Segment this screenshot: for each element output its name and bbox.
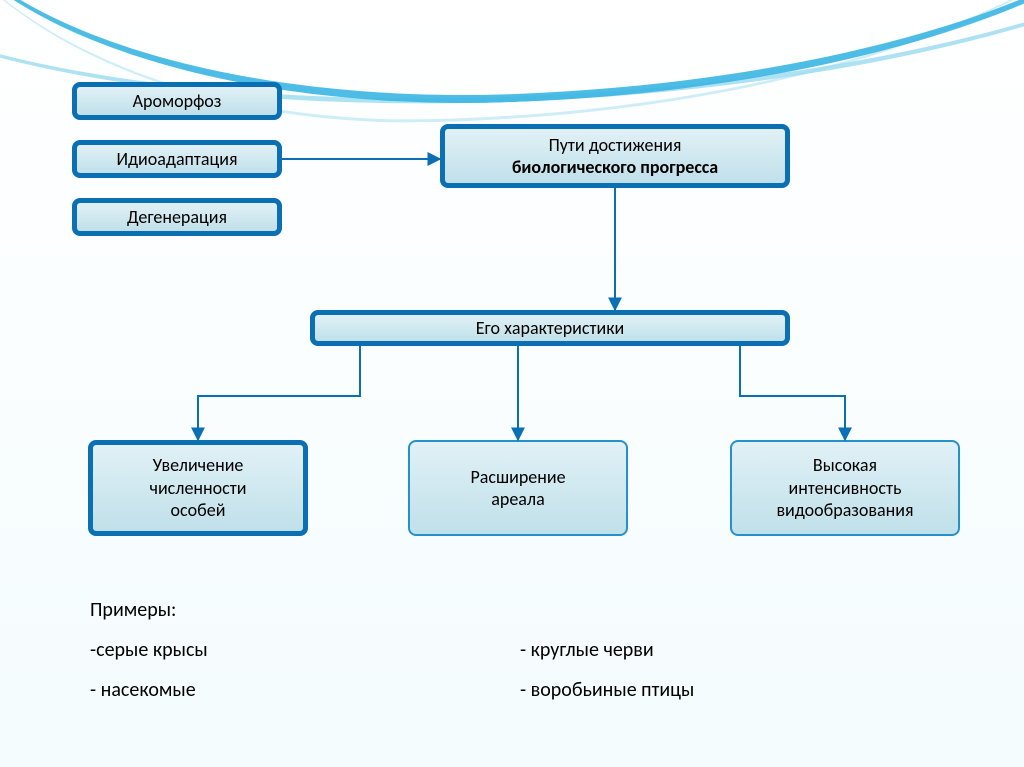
edge bbox=[740, 346, 845, 440]
examples-left: Примеры: -серые крысы - насекомые bbox=[90, 590, 208, 710]
node-label: Ароморфоз bbox=[133, 90, 222, 113]
node-characteristics: Его характеристики bbox=[310, 310, 790, 346]
example-item: -серые крысы bbox=[90, 630, 208, 670]
edge bbox=[198, 346, 360, 440]
example-item: - воробьиные птицы bbox=[520, 670, 694, 710]
node-char-speciation: Высокая интенсивность видообразования bbox=[730, 440, 960, 536]
examples-right: - круглые черви - воробьиные птицы bbox=[520, 630, 694, 710]
examples-heading: Примеры: bbox=[90, 590, 208, 630]
node-label: Его характеристики bbox=[476, 317, 625, 340]
node-label: Расширение ареала bbox=[470, 466, 565, 511]
node-label: Дегенерация bbox=[127, 206, 227, 229]
node-degeneration: Дегенерация bbox=[72, 198, 282, 236]
node-char-areal: Расширение ареала bbox=[408, 440, 628, 536]
example-item: - насекомые bbox=[90, 670, 208, 710]
node-paths-title: Пути достижения биологического прогресса bbox=[440, 124, 790, 188]
node-label: Пути достижения биологического прогресса bbox=[512, 134, 718, 179]
node-idioadaptation: Идиоадаптация bbox=[72, 140, 282, 178]
node-char-population: Увеличение численности особей bbox=[88, 440, 308, 536]
node-label: Идиоадаптация bbox=[116, 148, 237, 171]
node-aromorphosis: Ароморфоз bbox=[72, 82, 282, 120]
example-item: - круглые черви bbox=[520, 630, 694, 670]
node-label: Высокая интенсивность видообразования bbox=[776, 454, 913, 522]
node-label: Увеличение численности особей bbox=[150, 454, 247, 522]
